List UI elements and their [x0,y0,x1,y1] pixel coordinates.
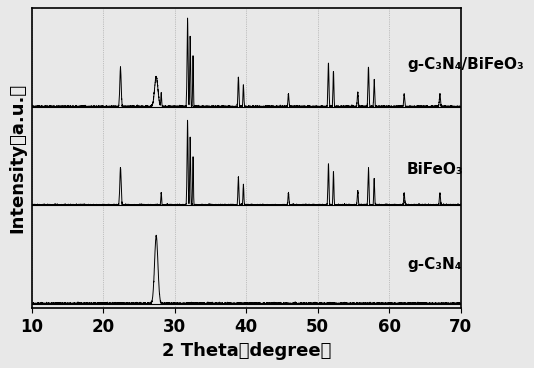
Text: g-C₃N₄/BiFeO₃: g-C₃N₄/BiFeO₃ [407,57,524,72]
X-axis label: 2 Theta（degree）: 2 Theta（degree） [162,342,331,360]
Text: BiFeO₃: BiFeO₃ [407,162,464,177]
Y-axis label: Intensity（a.u.）: Intensity（a.u.） [9,83,26,233]
Text: g-C₃N₄: g-C₃N₄ [407,257,461,272]
